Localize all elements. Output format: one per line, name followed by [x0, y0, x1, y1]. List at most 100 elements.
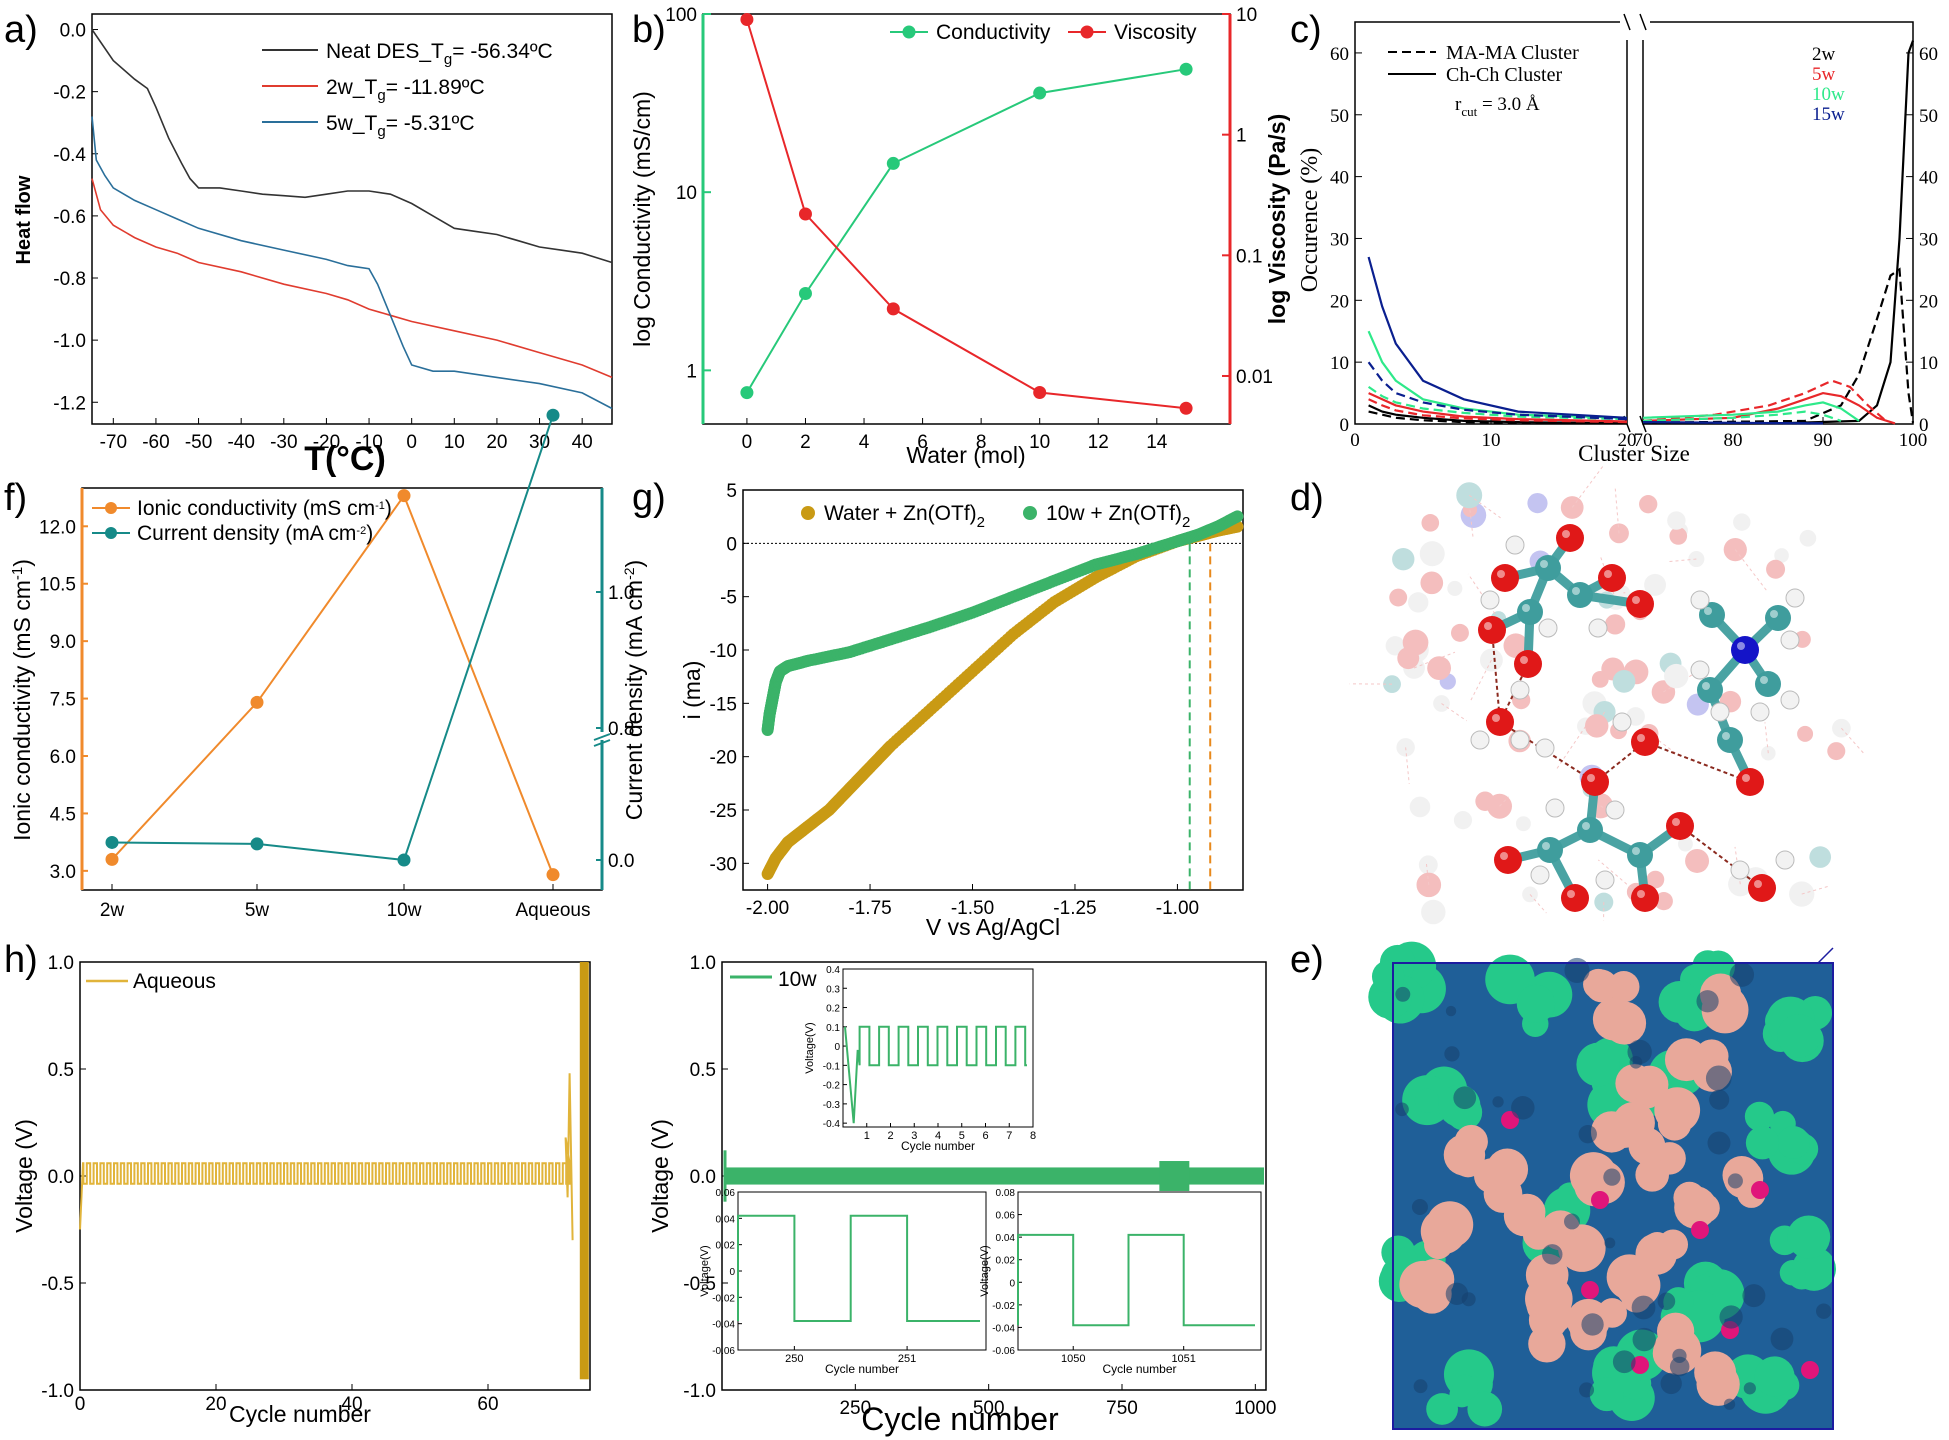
panel-d-atom-highlight [1632, 596, 1640, 604]
legend-current-density: Current density (mA cm-2) [137, 522, 373, 545]
panel-h2-xtick-label: 750 [1106, 1398, 1138, 1419]
panel-h2-voltage-band [724, 1167, 1264, 1185]
panel-e-shadow [1770, 1327, 1794, 1351]
panel-d-bg-atom [1651, 680, 1676, 704]
panel-d-atom-highlight [1542, 842, 1550, 850]
panel-label-h: h) [4, 939, 38, 981]
panel-d-bg-atom [1392, 547, 1415, 571]
panel-c-xtick-label-right: 70 [1634, 430, 1653, 451]
panel-d-hydrogen-atom [1470, 730, 1490, 750]
panel-f-ytick-label: 6.0 [50, 747, 76, 768]
panel-h2-inset-xlabel: Cycle number [901, 1139, 975, 1153]
panel-d-atom [1486, 708, 1514, 736]
panel-d-atom [1556, 524, 1584, 552]
panel-d-hydrogen-atom [1595, 870, 1615, 890]
panel-h2-inset-xlabel: Cycle number [825, 1362, 899, 1376]
panel-d-atom [1748, 874, 1776, 902]
panel-d-bg-atom [1604, 614, 1626, 635]
panel-d-bg-atom [1677, 836, 1693, 852]
panel-f-y2tick-label: 0.0 [608, 851, 634, 872]
panel-f-y2tick-label: 1.0 [608, 583, 634, 604]
panel-h2-inset-xtick-label: 8 [1030, 1130, 1036, 1142]
panel-d-bg-hbond [1555, 725, 1587, 771]
panel-e-green-blob [1779, 1259, 1806, 1286]
panel-c-ytick-label: 60 [1330, 44, 1349, 65]
panel-g-xtick-label: -1.75 [848, 898, 891, 919]
panel-d-hbond [1679, 825, 1763, 889]
panel-d-bg-atom [1669, 527, 1688, 545]
panel-h2-inset-ytick-label: 0.1 [826, 1023, 840, 1034]
panel-e-green-blob [1451, 1374, 1478, 1401]
panel-b-point [798, 287, 812, 301]
panel-e-shadow [1604, 1237, 1616, 1249]
panel-h2-inset-xlabel: Cycle number [1102, 1362, 1176, 1376]
panel-f-conductivity-current-chart: Ionic conductivity (mS cm-1) Current den… [9, 408, 647, 921]
panel-a-ytick-label: -0.4 [53, 145, 86, 166]
panel-b-xtick-label: 12 [1088, 432, 1109, 453]
panel-e-shadow [1578, 1124, 1597, 1144]
panel-e-pink-blob [1630, 1065, 1669, 1104]
panel-f-series-line [111, 493, 554, 876]
panel-d-atom-highlight [1582, 822, 1590, 830]
panel-g-point [1231, 510, 1244, 523]
panel-d-bg-atom [1389, 588, 1408, 607]
panel-label-a: a) [4, 9, 38, 51]
panel-e-shadow [1723, 1398, 1736, 1410]
panel-h2-inset-ytick-label: 0.04 [716, 1214, 736, 1225]
panel-h2-inset-ytick-label: 0 [1009, 1278, 1015, 1289]
panel-g-ytick-label: 0 [726, 534, 737, 555]
panel-b-ytick-label-right: 0.01 [1236, 367, 1273, 388]
panel-c-series-right [1642, 267, 1915, 424]
panel-h2-inset-ylabel: Voltage(V) [699, 1245, 711, 1296]
panel-d-atom [1581, 768, 1609, 796]
panel-c-ytick-label-right: 0 [1919, 415, 1929, 436]
panel-b-legend: Conductivity Viscosity [890, 21, 1197, 44]
panel-a-xtick-label: -70 [100, 432, 127, 453]
panel-g-ytick-label: -30 [710, 854, 737, 875]
panel-d-bg-atom [1527, 493, 1548, 514]
panel-d-hydrogen-atom [1480, 590, 1500, 610]
panel-f-ytick-label: 10.5 [39, 575, 76, 596]
panel-b-legend-label: Viscosity [1114, 21, 1197, 44]
panel-d-bg-atom [1427, 656, 1452, 680]
panel-e-shadow [1603, 1168, 1621, 1186]
panel-d-hydrogen-atom [1785, 588, 1805, 608]
panel-d-atom-highlight [1492, 714, 1500, 722]
panel-e-green-blob [1744, 1101, 1775, 1132]
rcut-label: rcut = 3.0 Å [1455, 94, 1540, 119]
panel-e-green-blob [1516, 984, 1556, 1023]
panel-e-pink-blob [1603, 1001, 1647, 1045]
panel-d-bg-atom [1609, 523, 1629, 544]
panel-d-bg-atom [1728, 871, 1753, 897]
panel-c-xtick-label: 10 [1482, 430, 1501, 451]
panel-e-magenta-blob [1581, 1281, 1599, 1299]
panel-g-xtick-label: -1.00 [1156, 898, 1199, 919]
panel-d-bg-atom [1420, 571, 1444, 595]
panel-d-bg-atom [1685, 848, 1710, 873]
panel-f-ytick-label: 9.0 [50, 632, 76, 653]
panel-e-shadow [1395, 1102, 1409, 1117]
panel-a-xtick-label: -20 [313, 432, 340, 453]
panel-e-shadow [1705, 1065, 1732, 1092]
panel-d-hydrogen-atom [1750, 702, 1770, 722]
panel-f-ylabel-right: Current density (mA cm-2) [621, 560, 647, 820]
panel-d-bg-atom [1644, 573, 1667, 596]
panel-b-point [886, 302, 900, 316]
panel-h2-inset-xtick-label: 4 [935, 1130, 941, 1142]
panel-d-atom-highlight [1587, 774, 1595, 782]
panel-d-bg-atom [1515, 816, 1531, 832]
panel-f-point [250, 837, 264, 851]
panel-d-atom [1666, 812, 1694, 840]
panel-d-atom-highlight [1637, 890, 1645, 898]
panel-a-ytick-label: -1.0 [53, 331, 86, 352]
panel-c-xtick-label-right: 100 [1899, 430, 1928, 451]
panel-d-atom-highlight [1702, 682, 1710, 690]
panel-e-shadow [1413, 1379, 1428, 1394]
panel-e-green-blob [1467, 1391, 1503, 1427]
panel-d-hydrogen-atom [1710, 702, 1730, 722]
panel-h2-inset-ylabel: Voltage(V) [804, 1022, 816, 1073]
panel-h2-inset-ytick-label: 0.4 [826, 965, 840, 976]
panel-e-magenta-blob [1801, 1361, 1819, 1379]
panel-b-xtick-label: 0 [742, 432, 753, 453]
panel-h2-ytick-label: 0.5 [690, 1060, 716, 1081]
